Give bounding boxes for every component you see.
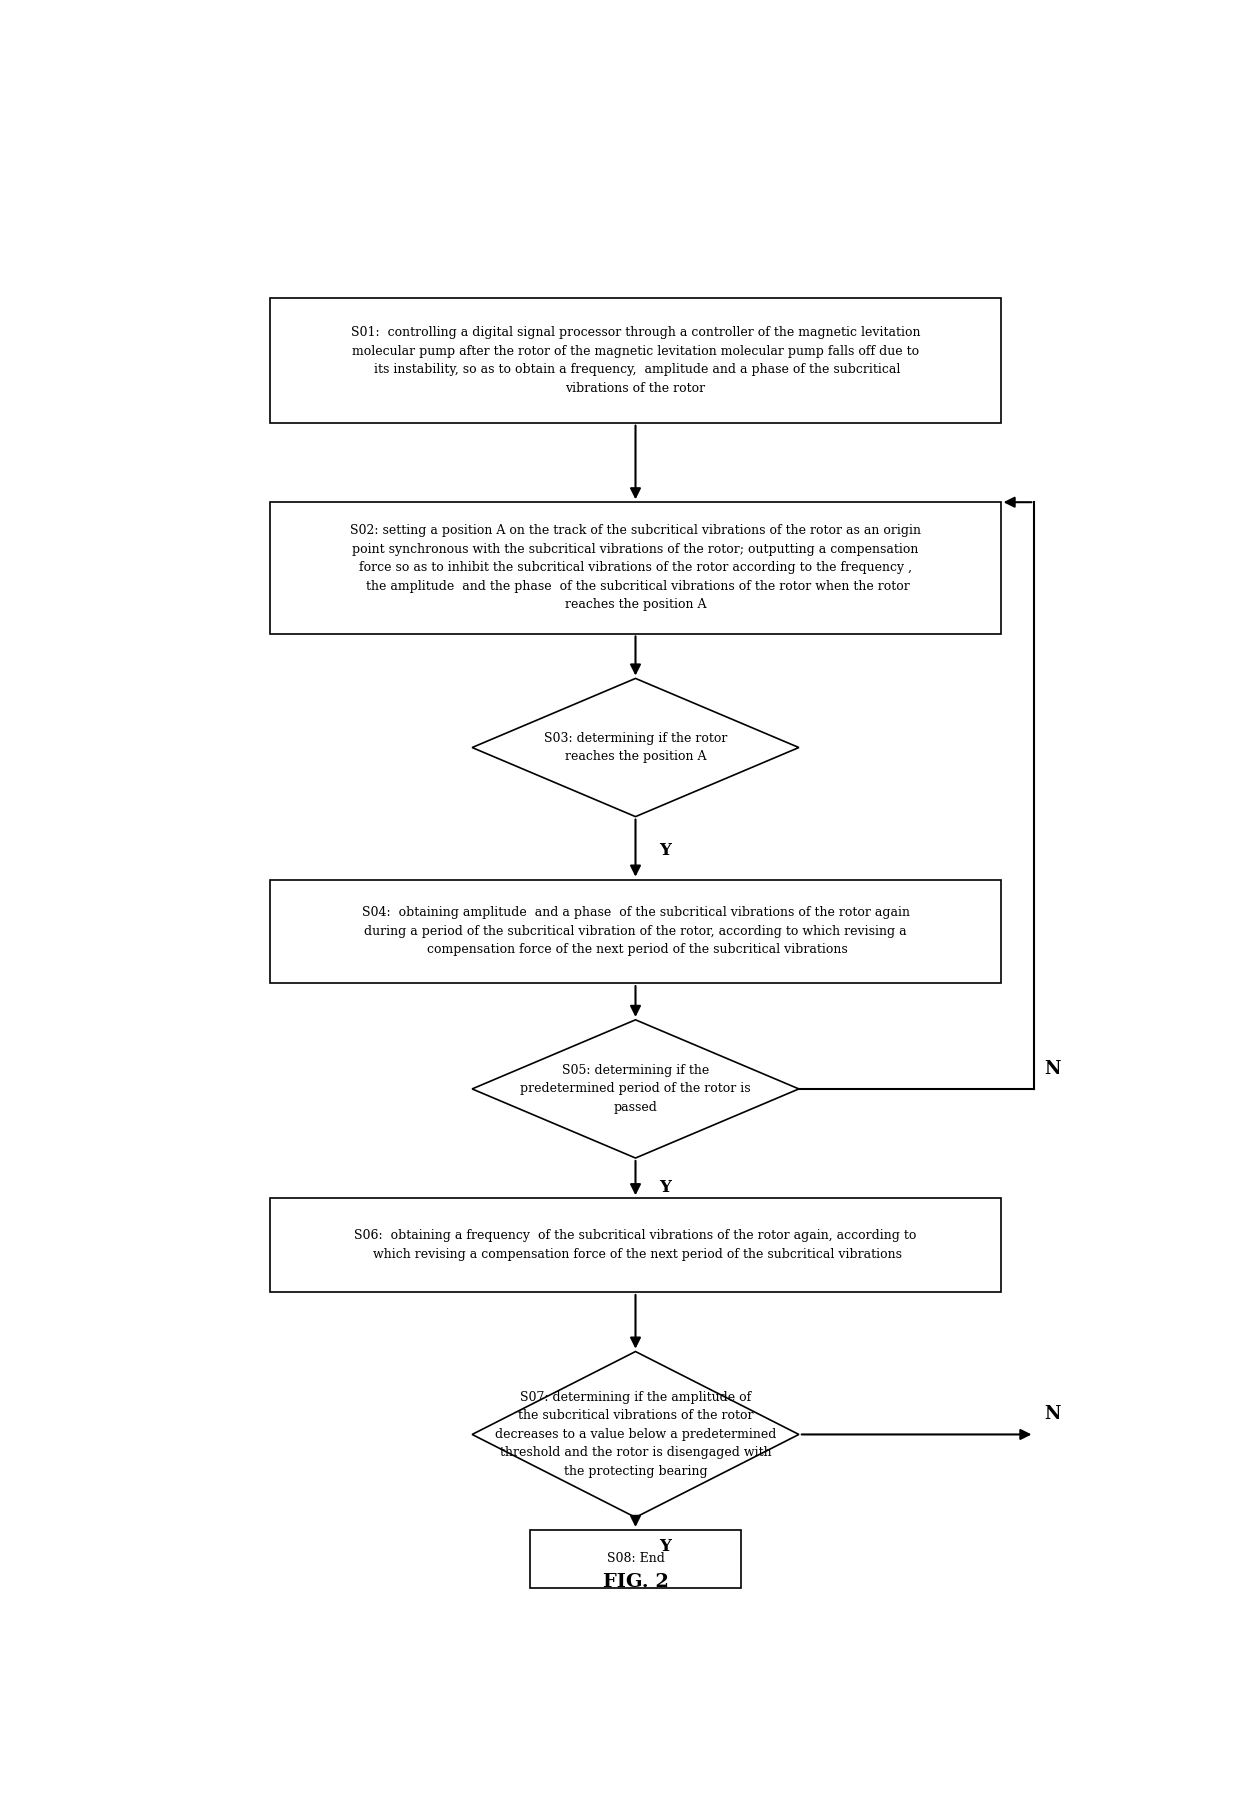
Polygon shape	[472, 1020, 799, 1158]
FancyBboxPatch shape	[270, 1197, 1001, 1292]
Text: FIG. 2: FIG. 2	[603, 1572, 668, 1590]
Text: Y: Y	[660, 842, 671, 858]
Text: N: N	[1044, 1405, 1060, 1423]
FancyBboxPatch shape	[270, 503, 1001, 634]
FancyBboxPatch shape	[270, 298, 1001, 424]
Text: Y: Y	[660, 1179, 671, 1195]
Text: S08: End: S08: End	[606, 1553, 665, 1565]
FancyBboxPatch shape	[529, 1529, 742, 1589]
Polygon shape	[472, 679, 799, 817]
Text: Y: Y	[660, 1538, 671, 1554]
FancyBboxPatch shape	[270, 880, 1001, 984]
Text: S04:  obtaining amplitude  and a phase  of the subcritical vibrations of the rot: S04: obtaining amplitude and a phase of …	[362, 906, 909, 957]
Text: S03: determining if the rotor
reaches the position A: S03: determining if the rotor reaches th…	[544, 732, 727, 763]
Text: S07: determining if the amplitude of
the subcritical vibrations of the rotor
dec: S07: determining if the amplitude of the…	[495, 1391, 776, 1477]
Text: N: N	[1044, 1059, 1060, 1077]
Text: S06:  obtaining a frequency  of the subcritical vibrations of the rotor again, a: S06: obtaining a frequency of the subcri…	[355, 1230, 916, 1260]
Text: S02: setting a position A on the track of the subcritical vibrations of the roto: S02: setting a position A on the track o…	[350, 524, 921, 612]
Text: S05: determining if the
predetermined period of the rotor is
passed: S05: determining if the predetermined pe…	[521, 1064, 750, 1115]
Polygon shape	[472, 1352, 799, 1517]
Text: S01:  controlling a digital signal processor through a controller of the magneti: S01: controlling a digital signal proces…	[351, 327, 920, 395]
